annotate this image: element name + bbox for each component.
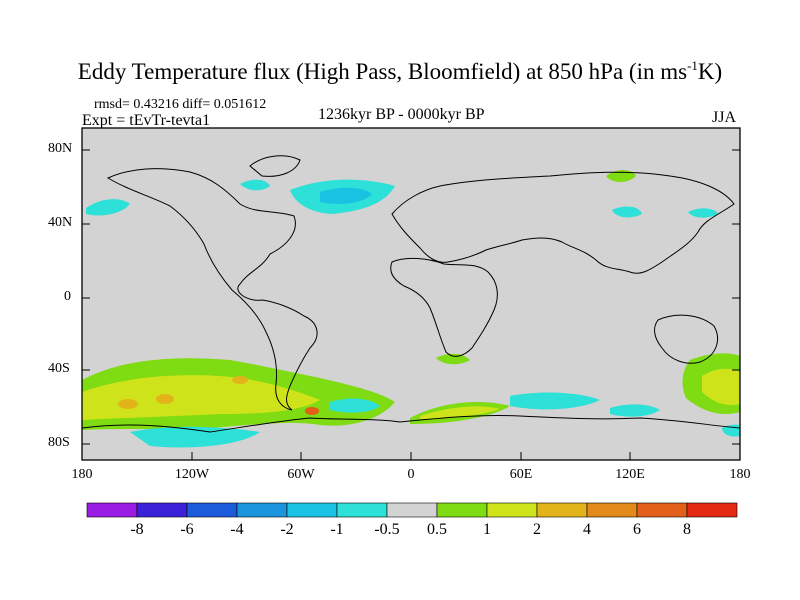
colorbar <box>86 502 738 518</box>
contour-orange-blob-3 <box>232 376 248 384</box>
coast-greenland <box>249 155 301 177</box>
colorbar-label-11: 6 <box>633 521 641 538</box>
colorbar-box-8 <box>436 502 488 518</box>
contour-cyan-antarctic-2 <box>330 398 380 413</box>
lon-label-120e: 120E <box>615 467 645 482</box>
coastlines <box>81 155 741 433</box>
lon-label-60w: 60W <box>287 467 315 482</box>
contour-cyan-asia <box>612 206 642 218</box>
colorbar-box-7 <box>386 502 438 518</box>
colorbar-box-10 <box>536 502 588 518</box>
colorbar-label-6: -0.5 <box>374 521 400 538</box>
lon-label-0: 0 <box>407 467 415 482</box>
lat-label-40n: 40N <box>48 215 73 230</box>
coast-africa <box>390 257 498 357</box>
colorbar-label-4: -2 <box>280 521 294 538</box>
stats-text: rmsd= 0.43216 diff= 0.051612 <box>94 97 267 112</box>
colorbar-label-3: -4 <box>230 521 244 538</box>
coast-eurasia <box>391 171 735 274</box>
contour-yellow-south-pacific <box>82 375 320 420</box>
colorbar-box-4 <box>236 502 288 518</box>
title-main: Eddy Temperature flux (High Pass, Bloomf… <box>77 59 688 84</box>
contour-orange-blob-2 <box>156 394 174 404</box>
lat-label-0: 0 <box>64 289 71 304</box>
colorbar-label-2: -6 <box>180 521 194 538</box>
colorbar-box-3 <box>186 502 238 518</box>
contour-blue-north-atlantic <box>320 187 372 204</box>
title-superscript: -1 <box>687 58 698 73</box>
colorbar-box-11 <box>586 502 638 518</box>
contour-cyan-antarctic-3 <box>510 392 600 410</box>
colorbar-box-5 <box>286 502 338 518</box>
colorbar-label-9: 2 <box>533 521 541 538</box>
coast-australia <box>654 314 718 364</box>
contour-green-south-africa <box>436 353 470 365</box>
contour-cyan-pacific-north <box>86 199 130 216</box>
contour-orange-blob-1 <box>118 399 138 409</box>
colorbar-label-12: 8 <box>683 521 691 538</box>
period-label: 1236kyr BP - 0000kyr BP <box>318 106 485 123</box>
colorbar-box-1 <box>86 502 138 518</box>
plot-title: Eddy Temperature flux (High Pass, Bloomf… <box>0 58 800 85</box>
lat-label-40s: 40S <box>48 361 70 376</box>
lon-label-120w: 120W <box>174 467 210 482</box>
lat-ticks <box>82 149 740 445</box>
contour-yellow-nz <box>702 368 740 406</box>
contour-fills <box>82 170 740 448</box>
colorbar-label-1: -8 <box>130 521 144 538</box>
coast-americas <box>106 168 318 411</box>
colorbar-box-6 <box>336 502 388 518</box>
lon-label-180e: 180 <box>729 467 751 482</box>
season-label: JJA <box>712 109 737 126</box>
lon-label-60e: 60E <box>509 467 533 482</box>
lat-label-80s: 80S <box>48 435 70 450</box>
colorbar-box-12 <box>636 502 688 518</box>
contour-red-blob <box>305 407 319 415</box>
contour-cyan-japan <box>688 208 718 218</box>
experiment-label: Expt = tEvTr-tevta1 <box>82 112 211 129</box>
colorbar-box-2 <box>136 502 188 518</box>
lat-label-80n: 80N <box>48 141 73 156</box>
colorbar-label-5: -1 <box>330 521 344 538</box>
colorbar-label-7: 0.5 <box>427 521 447 538</box>
title-end: K) <box>697 59 723 84</box>
colorbar-label-10: 4 <box>583 521 591 538</box>
contour-cyan-antarctic-4 <box>610 404 660 417</box>
colorbar-box-9 <box>486 502 538 518</box>
colorbar-box-13 <box>686 502 738 518</box>
lon-label-180w: 180 <box>71 467 93 482</box>
contour-cyan-labrador <box>240 179 270 191</box>
coast-antarctica <box>81 414 741 433</box>
colorbar-label-8: 1 <box>483 521 491 538</box>
contour-yellow-south-atlantic <box>420 406 500 419</box>
contour-cyan-antarctic-1 <box>130 426 260 448</box>
lon-ticks <box>81 452 741 460</box>
